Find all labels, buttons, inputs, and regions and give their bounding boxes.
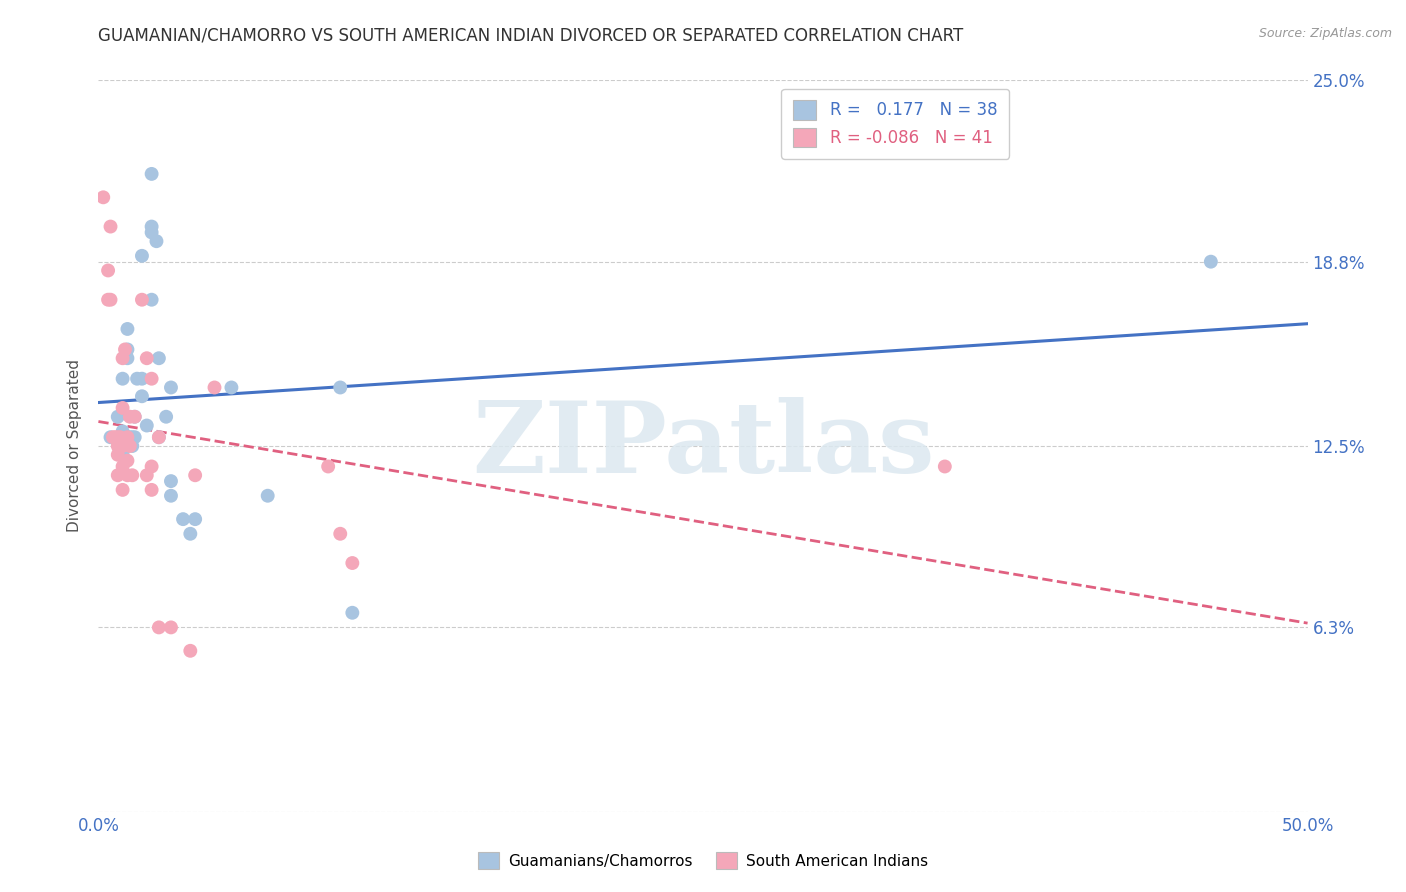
Point — [111, 448, 134, 462]
Point — [148, 430, 170, 444]
Point — [117, 430, 139, 444]
Point — [160, 489, 183, 503]
Point — [108, 430, 131, 444]
Point — [135, 351, 157, 366]
Point — [118, 430, 141, 444]
Y-axis label: Divorced or Separated: Divorced or Separated — [67, 359, 83, 533]
Text: Source: ZipAtlas.com: Source: ZipAtlas.com — [1258, 27, 1392, 40]
Point — [145, 234, 167, 248]
Point — [111, 483, 134, 497]
Point — [141, 372, 163, 386]
Point — [100, 293, 122, 307]
Point — [160, 620, 183, 634]
Point — [221, 380, 243, 394]
Point — [148, 620, 170, 634]
Point — [111, 401, 134, 415]
Point — [117, 343, 139, 357]
Point — [117, 468, 139, 483]
Point — [141, 483, 163, 497]
Point — [148, 351, 170, 366]
Point — [91, 190, 114, 204]
Point — [121, 439, 143, 453]
Point — [100, 219, 122, 234]
Point — [342, 556, 364, 570]
Point — [329, 526, 352, 541]
Point — [179, 644, 201, 658]
Point — [135, 468, 157, 483]
Point — [329, 380, 352, 394]
Text: GUAMANIAN/CHAMORRO VS SOUTH AMERICAN INDIAN DIVORCED OR SEPARATED CORRELATION CH: GUAMANIAN/CHAMORRO VS SOUTH AMERICAN IND… — [98, 27, 963, 45]
Point — [101, 430, 124, 444]
Point — [104, 430, 127, 444]
Point — [160, 474, 183, 488]
Point — [117, 453, 139, 467]
Point — [172, 512, 194, 526]
Point — [342, 606, 364, 620]
Point — [131, 389, 153, 403]
Point — [100, 430, 122, 444]
Point — [111, 425, 134, 439]
Point — [121, 430, 143, 444]
Point — [121, 468, 143, 483]
Point — [107, 468, 129, 483]
Point — [111, 459, 134, 474]
Point — [141, 226, 163, 240]
Point — [204, 380, 226, 394]
Point — [118, 439, 141, 453]
Point — [131, 293, 153, 307]
Point — [114, 343, 136, 357]
Point — [107, 439, 129, 453]
Point — [124, 430, 146, 444]
Point — [256, 489, 278, 503]
Point — [160, 380, 183, 394]
Point — [107, 448, 129, 462]
Point — [117, 351, 139, 366]
Point — [184, 468, 207, 483]
Legend: Guamanians/Chamorros, South American Indians: Guamanians/Chamorros, South American Ind… — [471, 846, 935, 875]
Point — [118, 409, 141, 424]
Point — [934, 459, 956, 474]
Point — [141, 459, 163, 474]
Point — [155, 409, 177, 424]
Point — [141, 219, 163, 234]
Point — [135, 418, 157, 433]
Text: ZIPatlas: ZIPatlas — [472, 398, 934, 494]
Point — [131, 372, 153, 386]
Point — [179, 526, 201, 541]
Point — [316, 459, 339, 474]
Point — [131, 249, 153, 263]
Point — [117, 430, 139, 444]
Point — [124, 409, 146, 424]
Point — [141, 167, 163, 181]
Point — [124, 409, 146, 424]
Point — [97, 293, 120, 307]
Point — [184, 512, 207, 526]
Point — [111, 439, 134, 453]
Point — [111, 372, 134, 386]
Point — [111, 351, 134, 366]
Point — [97, 263, 120, 277]
Legend: R =   0.177   N = 38, R = -0.086   N = 41: R = 0.177 N = 38, R = -0.086 N = 41 — [782, 88, 1010, 159]
Point — [141, 293, 163, 307]
Point — [1199, 254, 1222, 268]
Point — [127, 372, 149, 386]
Point — [107, 409, 129, 424]
Point — [107, 430, 129, 444]
Point — [117, 322, 139, 336]
Point — [148, 430, 170, 444]
